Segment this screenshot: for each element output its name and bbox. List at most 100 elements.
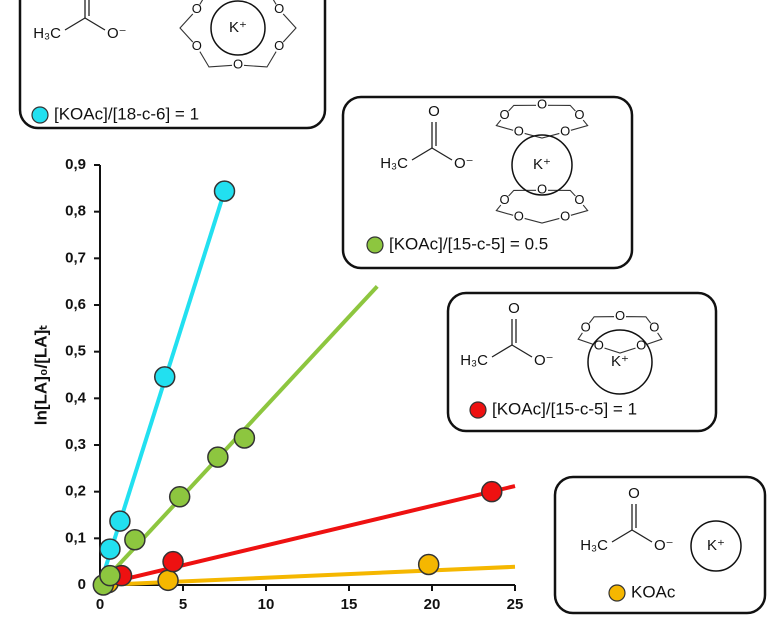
ring-o: O [636, 338, 646, 353]
atom-label: O⁻ [107, 25, 127, 42]
cation-ring [690, 520, 742, 572]
ring-o-bg [512, 125, 525, 138]
ring-o: O [192, 1, 202, 16]
bond [631, 529, 653, 543]
y-tick-label: 0,5 [65, 343, 86, 360]
ring-o-bg [512, 210, 525, 223]
data-point [168, 486, 191, 508]
ring-o-bg [648, 321, 661, 334]
atom-label: O [628, 485, 640, 502]
atom-label: H₃C [380, 155, 408, 172]
ring-o-bg [536, 99, 548, 112]
ring-o-bg [573, 109, 586, 122]
x-tick-label: 5 [179, 596, 187, 613]
bond [511, 344, 533, 358]
ring-o: O [574, 107, 584, 122]
atom-label: H₃C [580, 537, 608, 554]
data-point [481, 480, 503, 503]
atom-label: K⁺ [611, 353, 629, 370]
atom-label: O [428, 103, 440, 120]
ring-o: O [560, 208, 570, 223]
ring-o: O [274, 38, 284, 53]
ring-o: O [581, 319, 591, 334]
x-tick-label: 0 [96, 596, 104, 613]
y-tick-label: 0,2 [65, 483, 86, 500]
ring-o-bg [273, 40, 286, 53]
legend-marker [608, 584, 626, 602]
legend-marker [469, 401, 487, 419]
data-point [124, 528, 146, 551]
legend-marker [366, 236, 384, 254]
data-point [157, 569, 179, 592]
ring-o-bg [579, 321, 592, 334]
ring-o-bg [536, 184, 548, 197]
ring-o: O [537, 97, 547, 112]
legend-marker [31, 106, 49, 124]
y-tick-label: 0,8 [65, 203, 86, 220]
cation-ring [511, 134, 573, 196]
data-point [213, 180, 236, 202]
bond [431, 147, 453, 161]
data-point [109, 510, 131, 532]
x-tick-label: 25 [507, 596, 524, 613]
ring-o: O [615, 308, 625, 323]
ring-o: O [514, 208, 524, 223]
ring-o-bg [498, 109, 511, 122]
data-point [99, 564, 121, 587]
atom-label: H₃C [33, 25, 61, 42]
legend-box [341, 95, 634, 270]
y-tick-label: 0,4 [65, 389, 87, 406]
atom-label: K⁺ [533, 156, 551, 173]
ring-o-bg [573, 194, 586, 207]
bond [611, 529, 633, 543]
atom-label: K⁺ [229, 19, 247, 36]
ring-o-bg [635, 340, 648, 353]
ring-o: O [537, 182, 547, 197]
data-point [162, 550, 184, 573]
atom-label: H₃C [460, 352, 488, 369]
ring-o-bg [614, 310, 626, 323]
bond [411, 147, 433, 161]
atom-label: O⁻ [654, 537, 674, 554]
ring-o: O [233, 56, 243, 71]
bond [64, 17, 86, 31]
bond [84, 17, 106, 31]
data-point [417, 553, 440, 576]
ring-o-bg [232, 58, 244, 71]
data-point [207, 446, 229, 468]
legend-label: KOAc [631, 582, 676, 601]
legend-label: [KOAc]/[15-c-5] = 0.5 [389, 234, 548, 253]
atom-label: O [508, 300, 520, 317]
ring-o-bg [592, 340, 605, 353]
atom-label: O⁻ [534, 352, 554, 369]
ring-o: O [500, 192, 510, 207]
ring-o-bg [190, 3, 203, 16]
y-tick-label: 0,9 [65, 156, 86, 173]
data-point [233, 427, 256, 449]
legend-label: [KOAc]/[15-c-5] = 1 [492, 399, 637, 418]
y-tick-label: 0,7 [65, 249, 86, 266]
ring-o: O [560, 123, 570, 138]
ring-o-bg [559, 210, 572, 223]
data-point [153, 366, 176, 388]
y-tick-label: 0 [78, 576, 86, 593]
ring-o-bg [498, 194, 511, 207]
y-axis-label: ln[LA]₀/[LA]ₜ [31, 325, 50, 425]
legend-label: [KOAc]/[18-c-6] = 1 [54, 104, 199, 123]
ring-o: O [500, 107, 510, 122]
y-tick-label: 0,3 [65, 436, 86, 453]
x-tick-label: 15 [341, 596, 358, 613]
ring-o-bg [273, 3, 286, 16]
x-tick-label: 20 [424, 596, 441, 613]
atom-label: O⁻ [454, 155, 474, 172]
ring-o: O [594, 338, 604, 353]
legend-box [553, 475, 767, 615]
ring-o: O [649, 319, 659, 334]
ring-o: O [274, 1, 284, 16]
ring-o: O [192, 38, 202, 53]
cation-ring [210, 0, 266, 56]
ring-o: O [514, 123, 524, 138]
ring-o: O [574, 192, 584, 207]
data-point [99, 538, 121, 560]
